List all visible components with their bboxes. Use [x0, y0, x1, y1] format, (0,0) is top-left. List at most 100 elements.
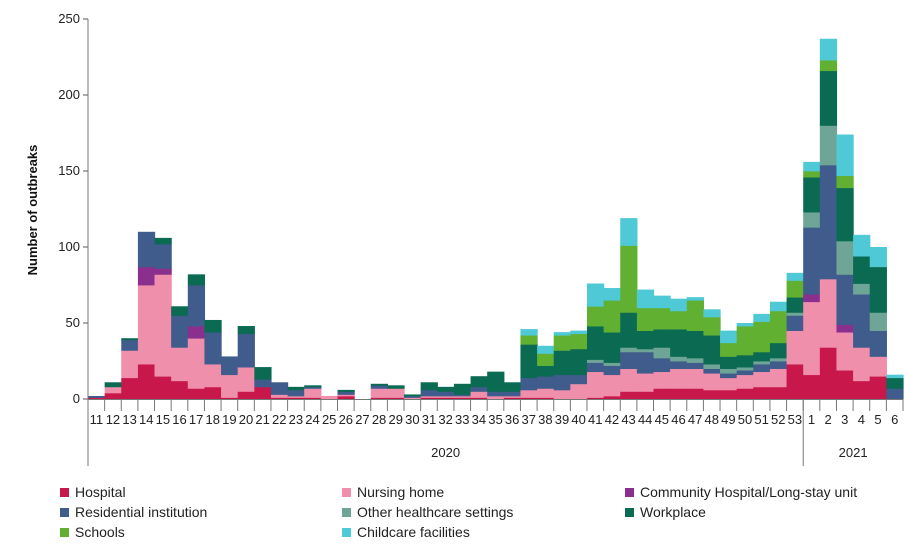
bar-segment-workplace-31 [420, 382, 438, 391]
y-axis-label: Number of outbreaks [25, 145, 40, 276]
bar-segment-workplace-26 [337, 389, 355, 392]
bar-segment-hospital-45 [653, 388, 671, 400]
bar-segment-workplace-29 [387, 385, 405, 389]
bar-segment-community-hospital-long-stay-unit-17 [187, 326, 206, 339]
bar-segment-schools-44 [636, 307, 655, 331]
bar-segment-childcare-facilities-42 [603, 288, 621, 301]
x-tick-label: 28 [372, 412, 386, 427]
bar-segment-childcare-facilities-44 [636, 289, 655, 309]
x-tick-label: 27 [355, 412, 369, 427]
bar-segment-other-healthcare-settings-44 [636, 348, 655, 353]
bar-segment-residential-institution-51 [753, 364, 771, 373]
axes [87, 19, 903, 466]
bar-segment-childcare-facilities-4 [853, 234, 871, 257]
bar-segment-nursing-home-34 [470, 391, 488, 398]
bar-segment-schools-40 [570, 333, 588, 350]
bar-segment-nursing-home-14 [137, 285, 156, 365]
x-tick-label: 49 [721, 412, 735, 427]
x-tick-label: 30 [405, 412, 419, 427]
bar-segment-hospital-34 [470, 397, 488, 400]
bar-segment-hospital-47 [686, 388, 705, 400]
y-tick-label: 100 [58, 239, 80, 254]
x-tick-label: 33 [455, 412, 469, 427]
bar-segment-nursing-home-26 [337, 394, 355, 397]
bar-segment-schools-1 [803, 171, 821, 178]
bar-segment-nursing-home-25 [320, 395, 339, 400]
bar-segment-childcare-facilities-39 [553, 332, 571, 336]
bar-segment-schools-46 [670, 310, 688, 330]
bar-segment-hospital-38 [537, 397, 555, 400]
legend-swatch [60, 507, 69, 517]
bar-segment-hospital-16 [171, 380, 189, 400]
bar-segment-workplace-12 [104, 382, 122, 388]
bar-segment-other-healthcare-settings-4 [853, 283, 871, 295]
x-tick-label: 1 [808, 412, 815, 427]
bar-segment-childcare-facilities-40 [570, 330, 588, 335]
bar-segment-nursing-home-23 [287, 395, 305, 398]
x-tick-label: 31 [422, 412, 436, 427]
bar-segment-schools-45 [653, 307, 671, 330]
bar-segment-workplace-1 [803, 177, 821, 213]
bar-segment-nursing-home-2 [819, 278, 838, 348]
x-tick-label: 52 [771, 412, 785, 427]
bar-segment-hospital-14 [137, 364, 156, 400]
bar-segment-workplace-34 [470, 376, 488, 388]
bar-segment-hospital-18 [204, 386, 222, 400]
bar-segment-residential-institution-36 [503, 391, 522, 397]
bar-segment-other-healthcare-settings-49 [720, 368, 738, 374]
bar-segment-workplace-39 [553, 350, 571, 376]
x-tick-label: 21 [255, 412, 269, 427]
bar-segment-hospital-23 [287, 397, 305, 400]
bar-segment-residential-institution-11 [88, 395, 106, 398]
x-tick-label: 16 [172, 412, 186, 427]
y-tick-label: 50 [66, 315, 80, 330]
bar-segment-hospital-42 [603, 395, 621, 400]
bar-segment-childcare-facilities-45 [653, 295, 671, 309]
bar-segment-hospital-50 [736, 388, 754, 400]
bar-segment-other-healthcare-settings-41 [586, 359, 605, 363]
bar-segment-workplace-48 [703, 335, 721, 365]
bar-segment-hospital-52 [769, 386, 788, 400]
bar-segment-residential-institution-28 [370, 385, 388, 389]
bar-segment-workplace-6 [886, 377, 904, 389]
bar-segment-residential-institution-18 [204, 332, 222, 365]
x-tick-label: 29 [388, 412, 402, 427]
bar-segment-nursing-home-12 [104, 386, 122, 394]
legend-label: Community Hospital/Long-stay unit [640, 484, 858, 500]
bar-segment-other-healthcare-settings-47 [686, 357, 705, 363]
x-tick-label: 37 [522, 412, 536, 427]
x-tick-label: 26 [339, 412, 353, 427]
bar-segment-residential-institution-53 [786, 315, 804, 331]
bar-segment-residential-institution-47 [686, 362, 705, 369]
bar-segment-nursing-home-19 [221, 374, 239, 398]
bar-segment-hospital-26 [337, 395, 355, 400]
bar-segment-other-healthcare-settings-5 [869, 312, 887, 331]
bar-segment-workplace-3 [836, 187, 854, 242]
x-axis-ticks: 11 12 13 14 15 16 17 18 19 20 21 22 23 24 25 26 27 28 29 30… [90, 399, 904, 427]
bar-segment-hospital-49 [720, 389, 738, 400]
legend-item: Other healthcare settings [342, 504, 513, 520]
bar-segment-other-healthcare-settings-2 [819, 125, 838, 166]
bar-segment-residential-institution-46 [670, 361, 688, 369]
x-tick-label: 18 [206, 412, 220, 427]
bar-segment-childcare-facilities-3 [836, 134, 854, 176]
bar-segment-hospital-22 [270, 397, 289, 400]
bar-segment-childcare-facilities-41 [586, 283, 605, 307]
x-axis-year-groups: 2020 2021 [431, 399, 868, 466]
y-tick-label: 0 [73, 391, 80, 406]
bar-segment-nursing-home-22 [270, 394, 289, 398]
bar-segment-hospital-31 [420, 397, 438, 400]
bar-segment-schools-42 [603, 300, 621, 333]
bar-segment-nursing-home-18 [204, 364, 222, 388]
bar-segment-residential-institution-43 [620, 351, 638, 369]
bar-segment-nursing-home-39 [553, 389, 571, 400]
bar-segment-nursing-home-48 [703, 373, 721, 391]
x-tick-label: 51 [754, 412, 768, 427]
bar-segment-residential-institution-3 [836, 274, 854, 325]
bar-segment-residential-institution-15 [154, 243, 172, 269]
bar-segment-other-healthcare-settings-46 [670, 356, 688, 362]
bar-segment-residential-institution-44 [636, 351, 655, 374]
legend-swatch [342, 507, 351, 517]
bar-segment-residential-institution-17 [187, 285, 206, 327]
bar-segment-residential-institution-16 [171, 315, 189, 348]
